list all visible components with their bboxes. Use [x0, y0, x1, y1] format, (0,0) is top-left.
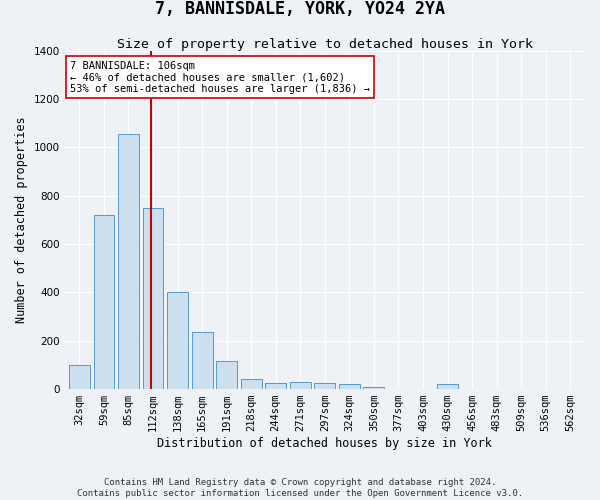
Bar — [69, 365, 90, 389]
X-axis label: Distribution of detached houses by size in York: Distribution of detached houses by size … — [157, 437, 492, 450]
Y-axis label: Number of detached properties: Number of detached properties — [15, 116, 28, 323]
Bar — [94, 215, 115, 389]
Text: 7 BANNISDALE: 106sqm
← 46% of detached houses are smaller (1,602)
53% of semi-de: 7 BANNISDALE: 106sqm ← 46% of detached h… — [70, 60, 370, 94]
Bar — [143, 208, 163, 389]
Text: 7, BANNISDALE, YORK, YO24 2YA: 7, BANNISDALE, YORK, YO24 2YA — [155, 0, 445, 18]
Bar — [290, 382, 311, 389]
Bar — [339, 384, 360, 389]
Title: Size of property relative to detached houses in York: Size of property relative to detached ho… — [117, 38, 533, 51]
Bar — [265, 383, 286, 389]
Bar — [191, 332, 212, 389]
Bar — [437, 384, 458, 389]
Text: Contains HM Land Registry data © Crown copyright and database right 2024.
Contai: Contains HM Land Registry data © Crown c… — [77, 478, 523, 498]
Bar — [241, 379, 262, 389]
Bar — [167, 292, 188, 389]
Bar — [364, 386, 385, 389]
Bar — [118, 134, 139, 389]
Bar — [216, 362, 237, 389]
Bar — [314, 383, 335, 389]
